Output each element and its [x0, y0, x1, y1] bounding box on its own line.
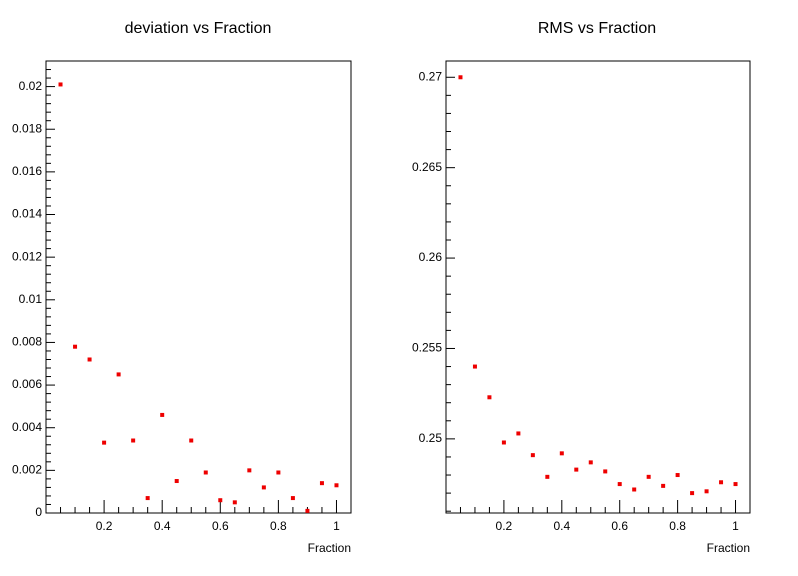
x-axis-label: Fraction	[707, 541, 750, 555]
data-point	[603, 469, 608, 474]
y-tick-label: 0.26	[419, 250, 443, 264]
plot-frame	[445, 60, 751, 514]
data-point	[102, 440, 107, 445]
y-tick-label: 0.018	[12, 121, 42, 135]
x-tick-label: 0.6	[611, 519, 628, 533]
data-point	[487, 395, 492, 400]
x-tick-label: 1	[732, 519, 739, 533]
data-point	[145, 496, 150, 501]
data-point	[530, 453, 535, 458]
data-point	[87, 357, 92, 362]
y-tick-label: 0.255	[412, 341, 442, 355]
y-tick-label: 0.27	[419, 69, 443, 83]
data-point	[719, 480, 724, 485]
data-point	[290, 496, 295, 501]
data-point	[516, 431, 521, 436]
data-point	[458, 75, 463, 80]
x-tick-label: 0.8	[669, 519, 686, 533]
data-point	[174, 479, 179, 484]
data-point	[160, 412, 165, 417]
data-point	[690, 491, 695, 496]
y-tick-label: 0.004	[12, 420, 42, 434]
data-point	[675, 473, 680, 478]
data-point	[632, 487, 637, 492]
data-point	[203, 470, 208, 475]
data-point	[733, 482, 738, 487]
data-point	[218, 498, 223, 503]
x-tick-label: 0.6	[212, 519, 229, 533]
x-axis-label: Fraction	[308, 541, 351, 555]
y-tick-label: 0	[35, 505, 42, 519]
x-tick-label: 0.4	[154, 519, 171, 533]
data-point	[704, 489, 709, 494]
data-point	[661, 483, 666, 488]
data-point	[131, 438, 136, 443]
data-point	[646, 474, 651, 479]
data-point	[617, 482, 622, 487]
data-point	[574, 467, 579, 472]
chart-panel-1: deviation vs Fraction 0.2 0.4 0.6 0.8 1 0 0.002…	[12, 20, 352, 555]
y-tick-label: 0.014	[12, 207, 42, 221]
y-tick-label: 0.01	[19, 292, 43, 306]
y-tick-label: 0.002	[12, 463, 42, 477]
x-tick-label: 1	[333, 519, 340, 533]
data-point	[545, 474, 550, 479]
data-point	[58, 82, 63, 87]
y-tick-label: 0.25	[419, 431, 443, 445]
data-point	[247, 468, 252, 473]
y-tick-label: 0.006	[12, 377, 42, 391]
x-tick-label: 0.2	[496, 519, 513, 533]
data-point	[559, 451, 564, 456]
x-tick-label: 0.2	[96, 519, 113, 533]
y-tick-label: 0.012	[12, 249, 42, 263]
data-point	[319, 481, 324, 486]
data-point	[305, 508, 310, 513]
y-tick-label: 0.265	[412, 160, 442, 174]
data-point	[472, 364, 477, 369]
data-point	[116, 372, 121, 377]
y-tick-label: 0.016	[12, 164, 42, 178]
y-tick-label: 0.008	[12, 335, 42, 349]
chart-panel-2: RMS vs Fraction 0.2 0.4 0.6 0.8 1 0.25 0.255 0.2…	[412, 20, 751, 555]
chart-title: deviation vs Fraction	[125, 20, 272, 37]
data-point	[588, 460, 593, 465]
x-tick-label: 0.8	[270, 519, 287, 533]
data-point	[334, 483, 339, 488]
x-tick-label: 0.4	[553, 519, 570, 533]
data-point	[276, 470, 281, 475]
data-point	[232, 500, 237, 505]
data-point	[189, 438, 194, 443]
chart-title: RMS vs Fraction	[538, 20, 656, 37]
data-point	[73, 344, 78, 349]
data-point	[261, 485, 266, 490]
y-tick-label: 0.02	[19, 79, 43, 93]
plot-frame	[45, 60, 352, 514]
data-point	[501, 440, 506, 445]
